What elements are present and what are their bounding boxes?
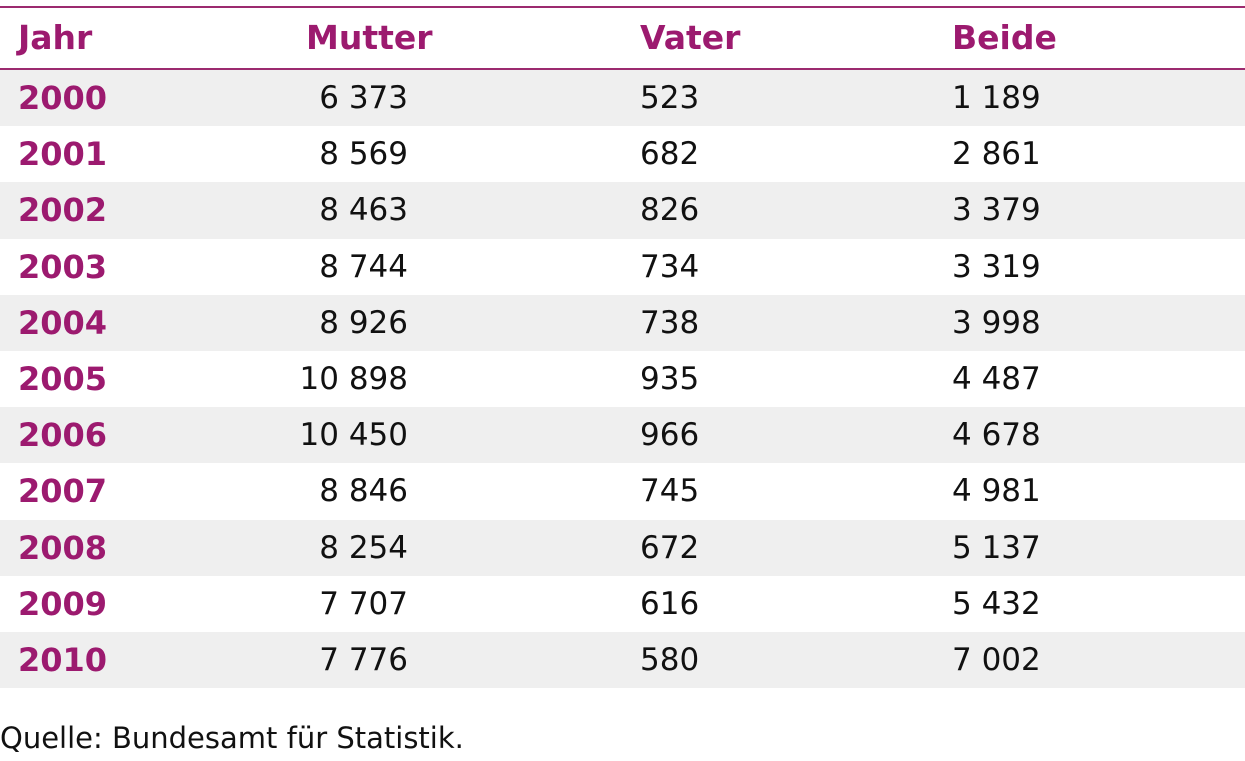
table-row: 2006 10 450 966 4 678 <box>0 407 1245 464</box>
table-cell-year: 2003 <box>18 247 108 286</box>
table-body: 2000 6 373 523 1 189 2001 8 569 682 2 861 2002 8 … <box>0 70 1245 689</box>
table-row: 2001 8 569 682 2 861 <box>0 126 1245 182</box>
table-row: 2002 8 463 826 3 379 <box>0 182 1245 239</box>
table-cell-beide: 1 189 <box>952 80 1041 116</box>
table-cell-vater: 616 <box>640 585 700 622</box>
table-cell-beide: 3 998 <box>952 304 1041 341</box>
table-cell-beide: 3 319 <box>952 248 1041 285</box>
table-row: 2009 7 707 616 5 432 <box>0 576 1245 632</box>
table-cell-vater: 734 <box>640 248 700 285</box>
table-cell-mutter: 8 744 <box>319 248 408 285</box>
table-cell-year: 2007 <box>18 472 108 511</box>
table-cell-mutter: 8 846 <box>319 473 408 510</box>
table-cell-year: 2000 <box>18 79 108 117</box>
table-cell-beide: 3 379 <box>952 192 1041 229</box>
source-note: Quelle: Bundesamt für Statistik. <box>0 721 464 755</box>
table-cell-beide: 4 487 <box>952 360 1041 397</box>
table-cell-vater: 523 <box>640 80 700 116</box>
table-cell-year: 2004 <box>18 303 108 342</box>
table-cell-vater: 682 <box>640 136 700 173</box>
table-cell-mutter: 8 569 <box>319 136 408 173</box>
table-cell-year: 2005 <box>18 359 108 398</box>
table-cell-mutter: 7 776 <box>319 641 408 678</box>
table-cell-mutter: 10 450 <box>299 417 408 454</box>
header-row: Jahr Mutter Vater Beide <box>0 8 1245 70</box>
table-cell-beide: 4 678 <box>952 417 1041 454</box>
table-cell-year: 2006 <box>18 416 108 455</box>
table-cell-beide: 7 002 <box>952 641 1041 678</box>
table-cell-vater: 580 <box>640 641 700 678</box>
table-cell-year: 2002 <box>18 191 108 230</box>
header-mutter: Mutter <box>306 18 433 57</box>
table-row: 2005 10 898 935 4 487 <box>0 351 1245 407</box>
table-cell-mutter: 6 373 <box>319 80 408 116</box>
table-cell-mutter: 7 707 <box>319 585 408 622</box>
top-rule <box>0 6 1245 8</box>
table-row: 2008 8 254 672 5 137 <box>0 519 1245 576</box>
table-cell-year: 2001 <box>18 135 108 174</box>
table-cell-vater: 672 <box>640 529 700 566</box>
data-table: Jahr Mutter Vater Beide 2000 6 373 523 1 18… <box>0 6 1245 689</box>
table-cell-year: 2009 <box>18 584 108 623</box>
table-cell-vater: 826 <box>640 192 700 229</box>
table-row: 2000 6 373 523 1 189 <box>0 70 1245 127</box>
table-row: 2004 8 926 738 3 998 <box>0 294 1245 351</box>
table-cell-vater: 738 <box>640 304 700 341</box>
table-cell-vater: 966 <box>640 417 700 454</box>
table-cell-beide: 2 861 <box>952 136 1041 173</box>
table-cell-beide: 5 432 <box>952 585 1041 622</box>
header-beide: Beide <box>952 18 1057 57</box>
table-cell-mutter: 8 254 <box>319 529 408 566</box>
header-vater: Vater <box>640 18 741 57</box>
table-cell-year: 2010 <box>18 640 108 679</box>
table-row: 2003 8 744 734 3 319 <box>0 239 1245 295</box>
table-cell-year: 2008 <box>18 528 108 567</box>
table-cell-vater: 935 <box>640 360 700 397</box>
table-row: 2007 8 846 745 4 981 <box>0 463 1245 519</box>
table-cell-mutter: 8 926 <box>319 304 408 341</box>
table-row: 2010 7 776 580 7 002 <box>0 631 1245 689</box>
header-jahr: Jahr <box>18 18 93 57</box>
table-cell-vater: 745 <box>640 473 700 510</box>
table-cell-mutter: 8 463 <box>319 192 408 229</box>
table-cell-beide: 5 137 <box>952 529 1041 566</box>
table-cell-mutter: 10 898 <box>299 360 408 397</box>
table-cell-beide: 4 981 <box>952 473 1041 510</box>
